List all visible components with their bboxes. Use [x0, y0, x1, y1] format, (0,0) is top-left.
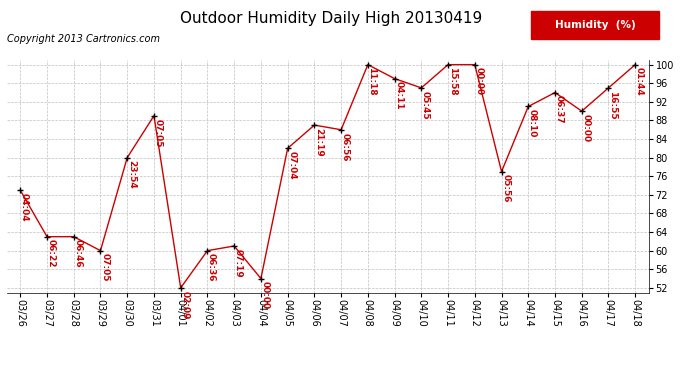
- Text: 16:55: 16:55: [608, 91, 617, 119]
- Text: 08:10: 08:10: [528, 109, 537, 138]
- Text: 07:05: 07:05: [154, 118, 163, 147]
- Text: 00:00: 00:00: [261, 281, 270, 309]
- Text: 07:05: 07:05: [100, 254, 109, 282]
- Text: 07:04: 07:04: [287, 151, 296, 180]
- Text: 23:54: 23:54: [127, 160, 136, 189]
- Text: 15:58: 15:58: [448, 68, 457, 96]
- Text: 06:56: 06:56: [341, 132, 350, 161]
- Text: 06:22: 06:22: [47, 240, 56, 268]
- Text: 04:11: 04:11: [394, 81, 403, 110]
- Text: 05:45: 05:45: [421, 91, 430, 119]
- Text: 07:19: 07:19: [234, 249, 243, 278]
- Text: 11:18: 11:18: [368, 68, 377, 96]
- Text: 06:36: 06:36: [207, 254, 216, 282]
- Text: 05:56: 05:56: [501, 174, 510, 203]
- Text: 06:46: 06:46: [73, 240, 82, 268]
- Text: Outdoor Humidity Daily High 20130419: Outdoor Humidity Daily High 20130419: [180, 11, 482, 26]
- Text: 00:00: 00:00: [475, 68, 484, 96]
- Text: 21:19: 21:19: [314, 128, 323, 157]
- Text: 06:37: 06:37: [555, 95, 564, 124]
- Text: 04:04: 04:04: [20, 193, 29, 222]
- Text: Copyright 2013 Cartronics.com: Copyright 2013 Cartronics.com: [7, 34, 160, 44]
- Text: 00:00: 00:00: [582, 114, 591, 142]
- Text: 02:09: 02:09: [180, 291, 189, 319]
- Text: Humidity  (%): Humidity (%): [555, 20, 635, 30]
- Text: 01:44: 01:44: [635, 68, 644, 96]
